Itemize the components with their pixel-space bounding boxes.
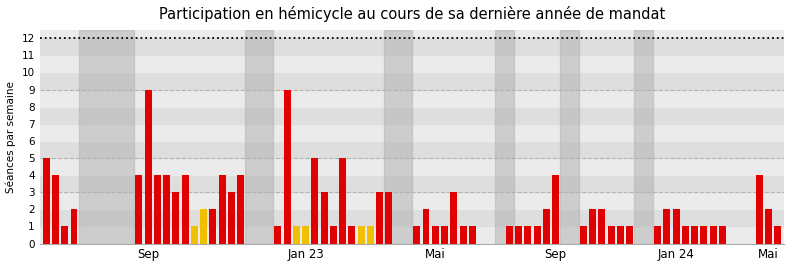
Bar bbox=[626, 226, 634, 244]
Bar bbox=[617, 226, 624, 244]
Bar bbox=[682, 226, 689, 244]
Bar bbox=[701, 226, 707, 244]
Bar bbox=[40, 141, 784, 158]
Bar bbox=[376, 192, 383, 244]
Bar bbox=[200, 209, 207, 244]
Bar bbox=[515, 226, 522, 244]
Bar bbox=[386, 192, 393, 244]
Bar bbox=[441, 226, 448, 244]
Bar bbox=[672, 209, 679, 244]
Bar bbox=[79, 30, 134, 244]
Bar bbox=[580, 226, 587, 244]
Bar bbox=[384, 30, 412, 244]
Bar bbox=[543, 209, 550, 244]
Bar bbox=[348, 226, 356, 244]
Bar bbox=[330, 226, 337, 244]
Bar bbox=[40, 89, 784, 107]
Bar bbox=[311, 158, 318, 244]
Bar bbox=[719, 226, 726, 244]
Bar bbox=[599, 209, 605, 244]
Bar bbox=[432, 226, 438, 244]
Bar bbox=[154, 175, 161, 244]
Bar bbox=[40, 72, 784, 89]
Bar bbox=[552, 175, 559, 244]
Bar bbox=[246, 30, 273, 244]
Bar bbox=[506, 226, 513, 244]
Bar bbox=[634, 30, 653, 244]
Bar bbox=[70, 209, 77, 244]
Bar bbox=[40, 192, 784, 209]
Bar bbox=[608, 226, 615, 244]
Bar bbox=[766, 209, 772, 244]
Bar bbox=[40, 175, 784, 192]
Bar bbox=[709, 226, 717, 244]
Bar bbox=[534, 226, 540, 244]
Bar bbox=[219, 175, 226, 244]
Bar bbox=[40, 55, 784, 72]
Bar bbox=[62, 226, 68, 244]
Bar bbox=[172, 192, 179, 244]
Bar bbox=[460, 226, 467, 244]
Bar bbox=[413, 226, 420, 244]
Bar bbox=[450, 192, 457, 244]
Bar bbox=[145, 89, 152, 244]
Bar bbox=[182, 175, 189, 244]
Bar bbox=[40, 124, 784, 141]
Bar bbox=[367, 226, 374, 244]
Bar bbox=[560, 30, 579, 244]
Bar bbox=[164, 175, 170, 244]
Bar bbox=[135, 175, 142, 244]
Bar bbox=[293, 226, 299, 244]
Bar bbox=[40, 107, 784, 124]
Bar bbox=[495, 30, 514, 244]
Bar bbox=[654, 226, 661, 244]
Bar bbox=[40, 158, 784, 175]
Bar bbox=[774, 226, 781, 244]
Bar bbox=[756, 175, 763, 244]
Bar bbox=[358, 226, 365, 244]
Bar bbox=[237, 175, 244, 244]
Bar bbox=[691, 226, 698, 244]
Bar bbox=[302, 226, 309, 244]
Bar bbox=[468, 226, 476, 244]
Title: Participation en hémicycle au cours de sa dernière année de mandat: Participation en hémicycle au cours de s… bbox=[159, 6, 665, 22]
Bar bbox=[339, 158, 346, 244]
Bar bbox=[284, 89, 291, 244]
Y-axis label: Séances par semaine: Séances par semaine bbox=[6, 81, 16, 193]
Bar bbox=[40, 38, 784, 55]
Bar bbox=[423, 209, 430, 244]
Bar bbox=[664, 209, 670, 244]
Bar bbox=[525, 226, 532, 244]
Bar bbox=[40, 226, 784, 244]
Bar bbox=[40, 209, 784, 226]
Bar bbox=[52, 175, 59, 244]
Bar bbox=[321, 192, 328, 244]
Bar bbox=[191, 226, 198, 244]
Bar bbox=[43, 158, 50, 244]
Bar bbox=[274, 226, 281, 244]
Bar bbox=[228, 192, 235, 244]
Bar bbox=[589, 209, 596, 244]
Bar bbox=[209, 209, 216, 244]
